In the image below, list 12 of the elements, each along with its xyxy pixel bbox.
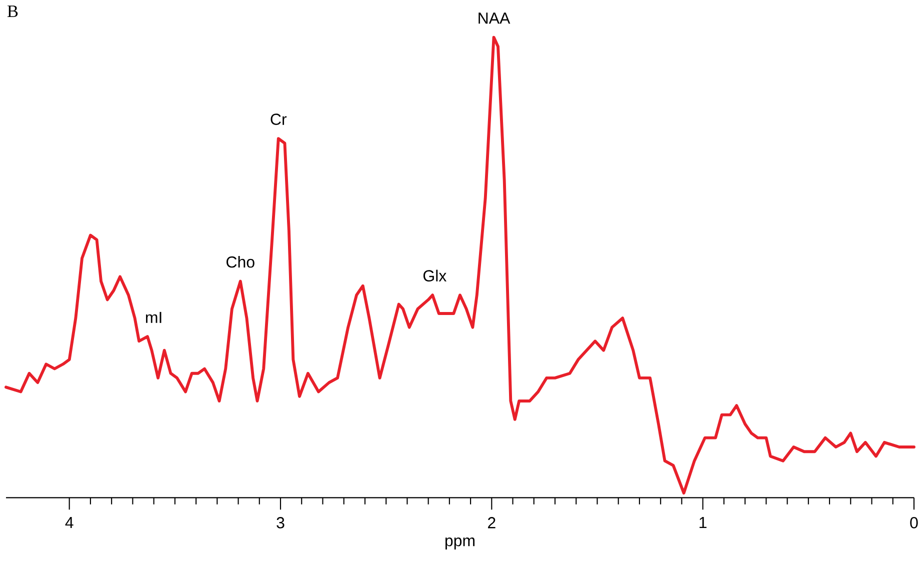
- annotation: NAA: [478, 12, 510, 24]
- x-tick-label: 2: [488, 517, 496, 528]
- x-tick-label: 1: [700, 517, 706, 528]
- annotation: Cho: [226, 256, 254, 268]
- x-axis-title: ppm: [445, 538, 474, 550]
- x-tick-label: 0: [910, 517, 918, 529]
- annotation: Glx: [423, 270, 446, 282]
- x-tick-label: 4: [65, 517, 74, 528]
- annotation: Cr: [270, 114, 287, 126]
- annotation: mI: [146, 312, 162, 324]
- x-tick-label: 3: [276, 517, 284, 529]
- text: B: [7, 6, 18, 18]
